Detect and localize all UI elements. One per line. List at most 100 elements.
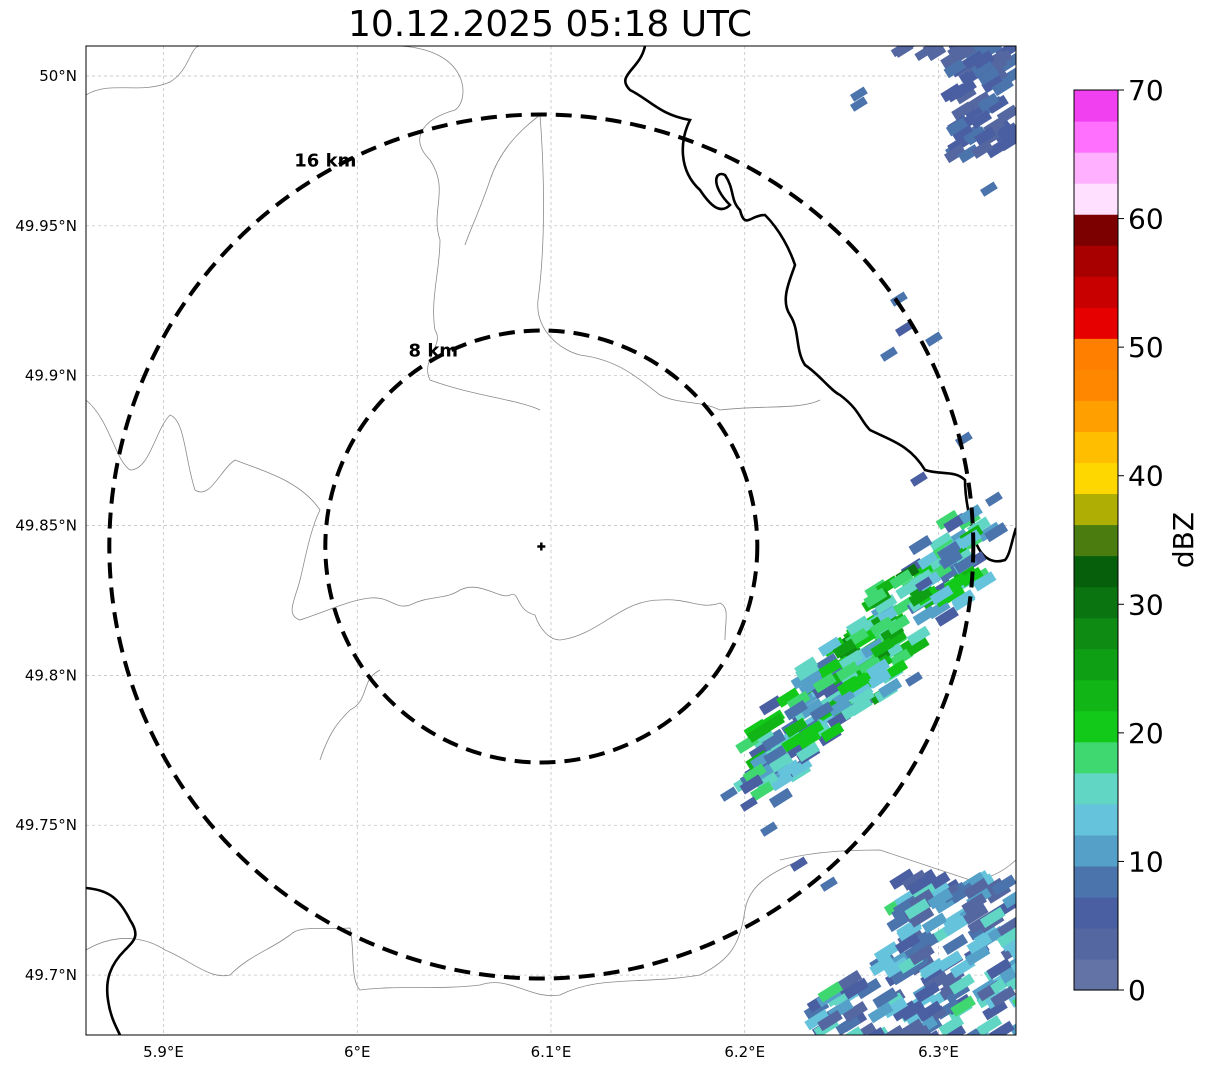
echo-cell bbox=[972, 571, 997, 592]
echo-cell bbox=[1009, 1015, 1016, 1035]
echo-cell bbox=[982, 999, 1008, 1021]
echo-cell bbox=[869, 954, 895, 977]
echo-cell bbox=[984, 522, 1009, 543]
y-tick-label: 49.75°N bbox=[15, 816, 77, 834]
echo-cell bbox=[973, 126, 997, 146]
echo-cell bbox=[827, 696, 852, 717]
echo-cell bbox=[719, 786, 738, 802]
echo-cell bbox=[904, 898, 931, 920]
echo-cell bbox=[921, 912, 948, 934]
echo-cell bbox=[943, 144, 967, 164]
echo-cell bbox=[890, 46, 911, 58]
y-tick-label: 49.95°N bbox=[15, 217, 77, 235]
echo-cell bbox=[898, 1018, 925, 1035]
echo-cell bbox=[963, 877, 990, 900]
echo-cell bbox=[971, 139, 994, 159]
echo-cell bbox=[873, 941, 900, 963]
echo-cell bbox=[905, 636, 930, 657]
echo-cell bbox=[985, 491, 1003, 507]
colorbar-tick-label: 40 bbox=[1128, 460, 1164, 493]
echo-cell bbox=[857, 654, 882, 676]
echo-cell bbox=[1012, 1026, 1016, 1035]
echo-cell bbox=[872, 987, 899, 1009]
echo-cell bbox=[945, 83, 968, 103]
echo-cell bbox=[842, 978, 869, 1000]
boundary-line bbox=[464, 114, 541, 246]
echo-cell bbox=[1021, 944, 1047, 965]
echo-cell bbox=[927, 888, 954, 910]
echo-cell bbox=[943, 59, 966, 79]
echo-cell bbox=[1027, 994, 1053, 1015]
echo-cell bbox=[907, 873, 933, 896]
echo-cell bbox=[962, 50, 985, 70]
colorbar-tick-label: 60 bbox=[1128, 203, 1164, 236]
echo-cell bbox=[812, 672, 837, 694]
echo-cell bbox=[777, 759, 802, 780]
echo-cell bbox=[842, 1001, 868, 1023]
echo-cell bbox=[1016, 888, 1042, 909]
echo-cell bbox=[957, 529, 982, 550]
echo-cell bbox=[835, 1014, 861, 1035]
echo-cell bbox=[742, 763, 767, 784]
echo-cell bbox=[846, 1033, 873, 1035]
echo-cell bbox=[1027, 924, 1053, 945]
echo-cell bbox=[1012, 959, 1016, 981]
echo-cell bbox=[909, 944, 935, 966]
colorbar-tick-label: 70 bbox=[1128, 74, 1164, 107]
echo-cell bbox=[849, 86, 868, 102]
echo-cell bbox=[890, 291, 908, 307]
colorbar-tick-label: 20 bbox=[1128, 717, 1164, 750]
boundary-line bbox=[86, 399, 727, 641]
echo-cell bbox=[924, 331, 943, 347]
colorbar-segment bbox=[1074, 524, 1118, 557]
echo-cell bbox=[908, 906, 935, 928]
echo-cell bbox=[889, 868, 915, 890]
echo-cell bbox=[905, 1024, 932, 1035]
echo-cell bbox=[989, 1020, 1015, 1035]
echo-cell bbox=[996, 122, 1016, 142]
colorbar-tick-label: 50 bbox=[1128, 331, 1164, 364]
y-tick-label: 50°N bbox=[39, 67, 77, 85]
echo-cell bbox=[761, 730, 786, 752]
echo-cell bbox=[929, 584, 954, 606]
echo-cell bbox=[979, 906, 1006, 929]
echo-cell bbox=[776, 687, 801, 708]
echo-cell bbox=[1020, 949, 1046, 970]
echo-cell bbox=[809, 701, 834, 722]
echo-cell bbox=[1002, 887, 1016, 909]
echo-cell bbox=[996, 104, 1016, 124]
echo-cell bbox=[910, 471, 928, 487]
echo-cell bbox=[740, 796, 758, 812]
echo-cell bbox=[1021, 1015, 1047, 1036]
echo-cell bbox=[768, 787, 793, 808]
echo-cell bbox=[851, 1022, 877, 1035]
range-rings: 8 km 16 km bbox=[107, 112, 976, 981]
echo-cell bbox=[915, 576, 933, 592]
echo-cell bbox=[916, 1000, 943, 1022]
echo-cell bbox=[955, 1028, 982, 1035]
boundary-line bbox=[319, 669, 381, 761]
colorbar-segment bbox=[1074, 679, 1118, 712]
echo-cell bbox=[879, 1024, 906, 1035]
echo-cell bbox=[971, 58, 994, 78]
echo-cell bbox=[976, 1015, 1003, 1035]
boundary-line bbox=[537, 114, 821, 411]
national-borders bbox=[86, 46, 1016, 1035]
echo-cell bbox=[1021, 954, 1047, 975]
echo-cell bbox=[961, 893, 987, 915]
echo-cell bbox=[912, 605, 937, 626]
colorbar-tick-label: 10 bbox=[1128, 845, 1164, 878]
echo-cell bbox=[895, 321, 913, 337]
echo-cell bbox=[884, 659, 909, 680]
y-tick-label: 49.9°N bbox=[25, 367, 77, 385]
echo-cell bbox=[798, 675, 823, 697]
echo-cell bbox=[1001, 964, 1016, 986]
colorbar-segment bbox=[1074, 648, 1118, 681]
echo-cell bbox=[820, 722, 845, 743]
echo-cell bbox=[1020, 931, 1046, 952]
echo-cell bbox=[838, 649, 863, 671]
echo-cell bbox=[978, 1032, 1005, 1035]
echo-cell bbox=[935, 509, 960, 531]
echo-cell bbox=[934, 606, 959, 627]
echo-cell bbox=[991, 874, 1016, 896]
